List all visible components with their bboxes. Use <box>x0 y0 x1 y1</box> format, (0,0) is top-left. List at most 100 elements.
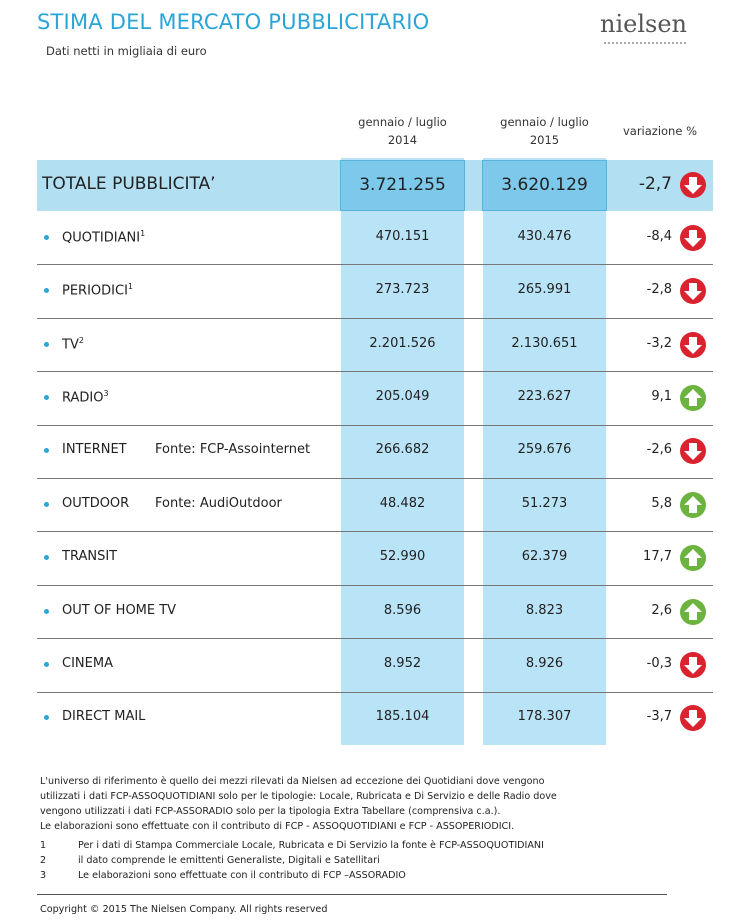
row-label: QUOTIDIANI1 <box>62 229 145 245</box>
label-text: INTERNET <box>62 442 127 458</box>
label-text: DIRECT MAIL <box>62 709 146 725</box>
row-separator <box>37 478 713 479</box>
value-2015: 259.676 <box>517 442 572 458</box>
row-separator <box>37 638 713 640</box>
change: -3,2 <box>646 335 672 351</box>
year: 2014 <box>387 133 418 147</box>
label-text: CINEMA <box>62 655 113 671</box>
value-2014: 273.723 <box>375 282 430 298</box>
change: -8,4 <box>646 228 672 244</box>
row-label: CINEMA <box>62 656 113 671</box>
total-label: TOTALE PUBBLICITA’ <box>42 174 216 194</box>
superscript: 1 <box>127 282 134 292</box>
footnote-text: L'universo di riferimento è quello dei m… <box>40 776 557 817</box>
change: 17,7 <box>643 549 672 565</box>
row-label: PERIODICI1 <box>62 282 133 298</box>
column-header: gennaio / luglio 2015 <box>483 113 606 149</box>
row-label: OUT OF HOME TV <box>62 603 176 618</box>
label-text: QUOTIDIANI <box>62 230 141 246</box>
change: -3,7 <box>646 709 672 725</box>
bullet <box>44 234 49 240</box>
value-2015: 62.379 <box>521 549 568 565</box>
value-2014: 8.952 <box>383 655 422 671</box>
logo: nielsen <box>600 10 687 38</box>
total-2014: 3.721.255 <box>340 160 465 211</box>
total-2015: 3.620.129 <box>482 160 607 211</box>
bullet <box>44 608 49 614</box>
change: 5,8 <box>651 495 672 511</box>
arrow-up <box>680 384 706 411</box>
value-2015: 51.273 <box>521 495 568 511</box>
row-separator <box>37 264 713 266</box>
bullet <box>44 501 49 507</box>
arrow-down <box>680 278 706 305</box>
row-label: TRANSIT <box>62 549 117 564</box>
value-2015: 265.991 <box>517 282 572 298</box>
divider <box>37 894 667 895</box>
label-text: TV <box>62 336 79 352</box>
year: 2015 <box>529 133 560 147</box>
value-2015: 8.823 <box>525 602 564 618</box>
arrow-up <box>680 545 706 572</box>
note-number: 1 <box>40 840 47 851</box>
total-change: -2,7 <box>638 174 672 194</box>
label-text: OUTDOOR <box>62 495 130 511</box>
footnote-text: Le elaborazioni sono effettuate con il c… <box>40 821 515 832</box>
value-2014: 48.482 <box>379 495 426 511</box>
footnote: L'universo di riferimento è quello dei m… <box>40 774 580 834</box>
row-label: DIRECT MAIL <box>62 709 145 724</box>
row-label: INTERNET <box>62 442 127 457</box>
bullet <box>44 555 49 561</box>
bullet <box>44 661 49 667</box>
note-number: 2 <box>40 855 47 866</box>
row-label: TV2 <box>62 336 84 352</box>
copyright: Copyright © 2015 The Nielsen Company. Al… <box>40 904 328 915</box>
arrow-down <box>680 705 706 732</box>
superscript: 2 <box>78 335 84 345</box>
superscript: 1 <box>140 228 146 238</box>
bullet <box>44 288 49 294</box>
value-2014: 52.990 <box>379 549 426 565</box>
value-2014: 266.682 <box>375 442 430 458</box>
row-separator <box>37 584 713 586</box>
period: gennaio / luglio <box>500 115 589 129</box>
row-separator <box>37 371 713 373</box>
value-2014: 470.151 <box>375 228 430 244</box>
row-label: OUTDOOR <box>62 496 129 511</box>
superscript: 3 <box>103 388 109 398</box>
bullet <box>44 394 49 400</box>
arrow-down <box>680 438 706 465</box>
logo-dots <box>604 42 686 44</box>
label-text: TRANSIT <box>62 549 118 565</box>
row-source: Fonte: FCP-Assointernet <box>155 442 311 458</box>
row-separator <box>37 317 713 319</box>
note-text: Le elaborazioni sono effettuate con il c… <box>78 870 406 881</box>
value-2014: 185.104 <box>375 709 430 725</box>
period: gennaio / luglio <box>358 115 447 129</box>
bullet <box>44 448 49 454</box>
bullet <box>44 715 49 721</box>
change: 2,6 <box>651 602 672 618</box>
arrow-down <box>680 651 706 678</box>
row-label: RADIO3 <box>62 389 109 405</box>
value-2015: 8.926 <box>525 655 564 671</box>
value-2015: 223.627 <box>517 388 572 404</box>
label-text: PERIODICI <box>62 283 128 299</box>
change: -2,8 <box>646 282 672 298</box>
row-source: Fonte: AudiOutdoor <box>155 495 282 511</box>
change: -0,3 <box>646 655 672 671</box>
arrow-down <box>680 172 706 198</box>
column-band <box>341 158 464 745</box>
change: 9,1 <box>651 388 672 404</box>
arrow-up <box>680 491 706 518</box>
column-header: variazione % <box>622 124 698 138</box>
arrow-up <box>680 598 706 625</box>
value-2014: 2.201.526 <box>369 335 436 351</box>
title: STIMA DEL MERCATO PUBBLICITARIO <box>37 10 430 34</box>
bullet <box>44 341 49 347</box>
row-separator <box>37 531 713 533</box>
row-separator <box>37 424 713 426</box>
value-2015: 178.307 <box>517 709 572 725</box>
row-separator <box>37 691 713 693</box>
